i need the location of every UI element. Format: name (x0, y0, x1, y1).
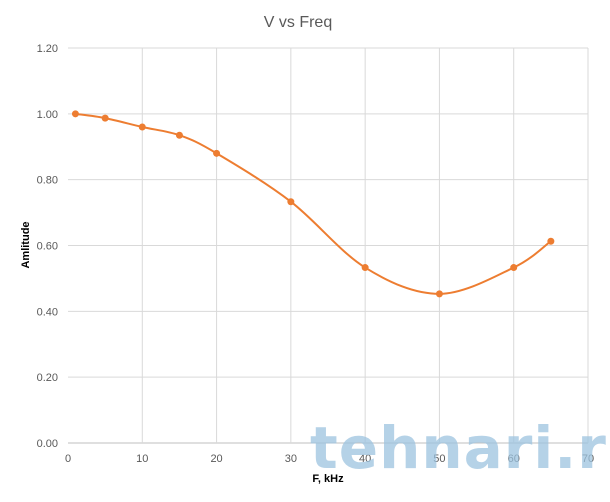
y-tick-label: 0.80 (37, 175, 58, 187)
data-point (101, 114, 109, 122)
x-tick-label: 60 (508, 453, 520, 465)
x-tick-label: 70 (582, 453, 594, 465)
data-point (138, 123, 146, 131)
data-point (287, 198, 295, 206)
x-tick-label: 0 (65, 453, 71, 465)
x-tick-label: 40 (359, 453, 371, 465)
data-point (71, 110, 79, 118)
series-layer (71, 110, 555, 298)
data-point (213, 149, 221, 157)
x-axis-label: F, kHz (312, 473, 344, 485)
gridlines (68, 47, 589, 444)
y-tick-label: 0.20 (37, 372, 58, 384)
data-point (435, 290, 443, 298)
chart-title: V vs Freq (264, 14, 332, 31)
series-line (75, 112, 552, 295)
y-tick-label: 1.20 (37, 43, 58, 55)
x-tick-labels: 0 10 20 30 40 50 60 70 (65, 453, 594, 465)
data-point (361, 264, 369, 272)
data-point (175, 131, 183, 139)
y-tick-label: 0.60 (37, 241, 58, 253)
y-tick-labels: 0.00 0.20 0.40 0.60 0.80 1.00 1.20 (37, 43, 58, 450)
x-tick-label: 50 (433, 453, 445, 465)
y-tick-label: 0.00 (37, 438, 58, 450)
data-point (547, 237, 555, 245)
y-axis-label: Amlitude (20, 221, 32, 268)
x-tick-label: 20 (210, 453, 222, 465)
x-tick-label: 30 (285, 453, 297, 465)
y-tick-label: 0.40 (37, 306, 58, 318)
watermark-logo: tehnari.ru (310, 414, 610, 482)
data-point (510, 264, 518, 272)
y-tick-label: 1.00 (37, 109, 58, 121)
x-tick-label: 10 (136, 453, 148, 465)
